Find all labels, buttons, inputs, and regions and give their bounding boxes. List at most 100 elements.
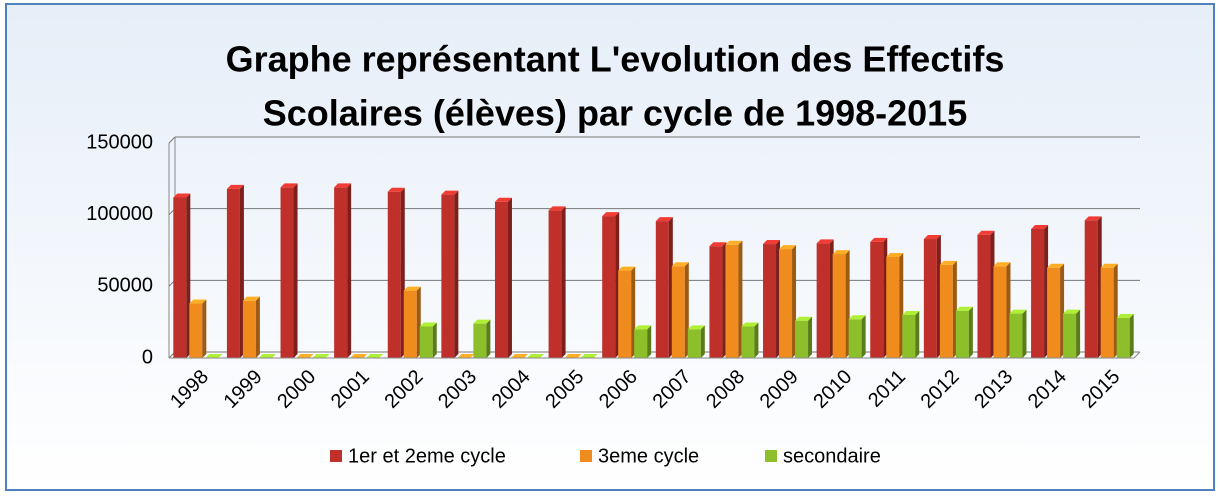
bar-face bbox=[1100, 267, 1114, 358]
y-tick-label: 100000 bbox=[86, 203, 153, 225]
bar-face bbox=[403, 290, 417, 358]
bar-face bbox=[816, 243, 830, 358]
chart-title: Scolaires (élèves) par cycle de 1998-201… bbox=[263, 93, 967, 134]
bar-top bbox=[258, 354, 276, 358]
bar-top bbox=[939, 260, 957, 265]
bar bbox=[779, 245, 797, 358]
bar bbox=[280, 183, 298, 358]
bar bbox=[205, 354, 223, 358]
bar-top bbox=[334, 183, 352, 188]
bar-top bbox=[366, 354, 384, 358]
bar-side bbox=[808, 316, 813, 358]
y-tick-label: 50000 bbox=[97, 275, 153, 297]
bar-top bbox=[634, 325, 652, 330]
bar-top bbox=[725, 240, 743, 245]
bar-top bbox=[312, 354, 330, 358]
bar-top bbox=[403, 286, 421, 291]
bar-face bbox=[1084, 220, 1098, 358]
legend-swatch bbox=[765, 450, 777, 462]
bar-top bbox=[816, 239, 834, 244]
bar-top bbox=[242, 296, 260, 301]
bar bbox=[886, 252, 904, 358]
bar bbox=[526, 354, 544, 358]
bar-top bbox=[687, 325, 705, 330]
bar-top bbox=[1047, 263, 1065, 268]
bar bbox=[763, 240, 781, 358]
bar bbox=[671, 262, 689, 358]
bar-top bbox=[832, 250, 850, 255]
bar bbox=[902, 311, 920, 358]
bar bbox=[795, 316, 813, 358]
bar-side bbox=[1129, 313, 1134, 358]
bar-top bbox=[173, 193, 191, 198]
bar bbox=[741, 322, 759, 358]
bar bbox=[189, 299, 207, 358]
bar-top bbox=[870, 237, 888, 242]
bar bbox=[725, 240, 743, 358]
bar-top bbox=[189, 299, 207, 304]
bar-side bbox=[202, 299, 207, 358]
chart-title: Graphe représentant L'evolution des Effe… bbox=[226, 39, 1005, 80]
bar-face bbox=[473, 323, 487, 358]
bar bbox=[977, 230, 995, 358]
bar-side bbox=[432, 322, 437, 358]
bar bbox=[939, 260, 957, 358]
bar bbox=[296, 354, 314, 358]
bar-face bbox=[902, 315, 916, 358]
bar-top bbox=[1100, 263, 1118, 268]
legend-swatch bbox=[580, 450, 592, 462]
bar-face bbox=[242, 300, 256, 358]
bar-side bbox=[647, 325, 652, 358]
bar-top bbox=[886, 252, 904, 257]
bar-top bbox=[473, 319, 491, 324]
bar-top bbox=[902, 311, 920, 315]
bar-face bbox=[387, 191, 401, 358]
bar-face bbox=[1047, 267, 1061, 358]
bar-face bbox=[548, 210, 562, 358]
bar bbox=[366, 354, 384, 358]
bar-face bbox=[189, 303, 203, 358]
bar bbox=[1116, 313, 1134, 358]
bar-face bbox=[494, 201, 508, 358]
bar-face bbox=[923, 239, 937, 358]
bar-top bbox=[618, 266, 636, 271]
y-tick-label: 0 bbox=[142, 346, 153, 368]
bar bbox=[848, 315, 866, 358]
legend-label: 1er et 2eme cycle bbox=[348, 445, 506, 467]
bar bbox=[602, 212, 620, 358]
bar bbox=[923, 235, 941, 358]
bar-face bbox=[977, 234, 991, 358]
bar-face bbox=[173, 197, 187, 358]
bar bbox=[1009, 309, 1027, 358]
bar bbox=[709, 242, 727, 358]
bar bbox=[441, 190, 459, 358]
bar-top bbox=[671, 262, 689, 267]
bar-face bbox=[1116, 317, 1130, 358]
bar-top bbox=[1116, 313, 1134, 318]
bar-side bbox=[968, 306, 973, 358]
legend-label: 3eme cycle bbox=[598, 445, 699, 467]
bar-face bbox=[655, 221, 669, 358]
bar-face bbox=[741, 326, 755, 358]
bar-top bbox=[441, 190, 459, 195]
bar-face bbox=[795, 320, 809, 358]
bar bbox=[457, 354, 475, 358]
bar-top bbox=[226, 184, 244, 189]
bar bbox=[564, 354, 582, 358]
bar-side bbox=[486, 319, 491, 358]
bar-side bbox=[915, 311, 920, 358]
bar-top bbox=[580, 354, 598, 358]
bar-top bbox=[350, 354, 368, 358]
bar bbox=[387, 187, 405, 358]
bar-top bbox=[923, 235, 941, 240]
bar-top bbox=[795, 316, 813, 321]
bar bbox=[1084, 216, 1102, 358]
bar-top bbox=[1063, 309, 1081, 314]
bar-top bbox=[1009, 309, 1027, 314]
bar-face bbox=[993, 266, 1007, 358]
bar bbox=[226, 184, 244, 358]
bar-top bbox=[510, 354, 528, 358]
bar bbox=[1063, 309, 1081, 358]
bar-top bbox=[955, 306, 973, 311]
